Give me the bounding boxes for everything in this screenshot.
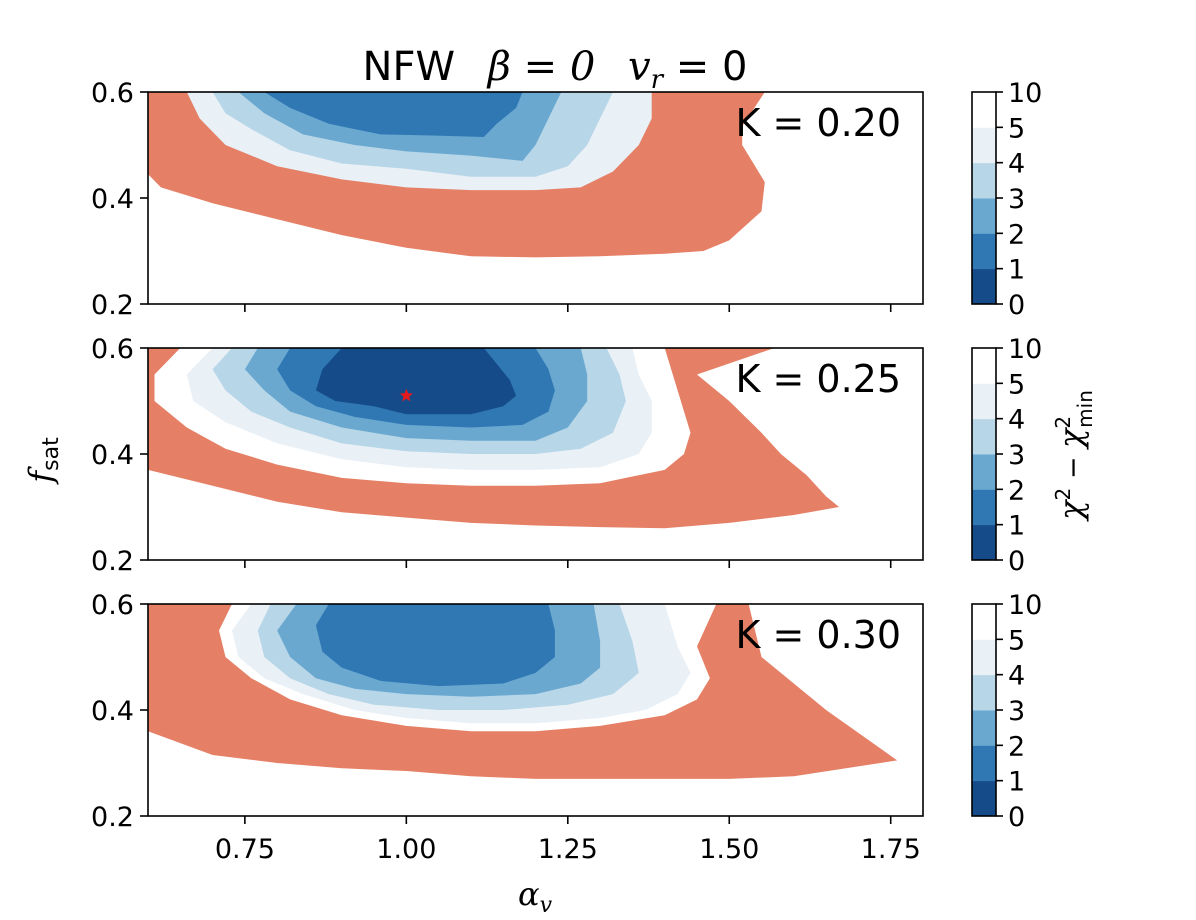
x-tick-label: 0.75 bbox=[215, 834, 275, 865]
title-beta: β = 0 bbox=[486, 44, 596, 90]
colorbar-band-1 bbox=[972, 233, 996, 270]
contour-level-1 bbox=[264, 92, 523, 137]
x-tick-label: 1.25 bbox=[538, 834, 598, 865]
colorbar-tick-label: 0 bbox=[1008, 546, 1025, 577]
y-tick-label: 0.4 bbox=[91, 440, 134, 471]
y-tick-label: 0.6 bbox=[91, 590, 134, 621]
panel-1: 0.2 0.4 0.6 K = 0.20 0 1 2 3 4 5 10 bbox=[91, 78, 1042, 321]
title-vr-subscript: r bbox=[651, 65, 665, 95]
xlabel-subscript: v bbox=[540, 893, 553, 918]
xlabel-symbol: α bbox=[518, 875, 540, 913]
cbar-label-sub: min bbox=[1073, 390, 1097, 428]
contour-group bbox=[148, 348, 839, 529]
colorbar-band-2 bbox=[972, 710, 996, 746]
y-tick-label: 0.6 bbox=[91, 78, 134, 109]
y-tick-label: 0.4 bbox=[91, 184, 134, 215]
y-tick-label: 0.4 bbox=[91, 696, 134, 727]
x-tick-label: 1.50 bbox=[699, 834, 759, 865]
colorbar-band-4 bbox=[972, 127, 996, 164]
x-tick-label: 1.00 bbox=[376, 834, 436, 865]
colorbar-band-2 bbox=[972, 454, 996, 490]
colorbar-tick-label: 2 bbox=[1008, 731, 1025, 762]
svg-text:χ2 − χ2min: χ2 − χ2min bbox=[1051, 390, 1097, 522]
colorbar-tick-label: 1 bbox=[1008, 511, 1025, 542]
x-tick-label: 1.75 bbox=[861, 834, 921, 865]
colorbar-band-3 bbox=[972, 674, 996, 711]
colorbar-tick-label: 2 bbox=[1008, 219, 1025, 250]
contour-group bbox=[148, 92, 765, 258]
colorbar-tick-label: 10 bbox=[1008, 78, 1042, 109]
best-fit-marker bbox=[399, 388, 413, 402]
colorbar-tick-label: 4 bbox=[1008, 661, 1025, 692]
colorbar-tick-label: 3 bbox=[1008, 696, 1025, 727]
colorbar-band-3 bbox=[972, 418, 996, 455]
colorbar-band-3 bbox=[972, 162, 996, 199]
panel-3: 0.2 0.4 0.6 0.75 1.00 1.25 1.50 1.75 K = 0.30 0 1 2… bbox=[91, 590, 1042, 865]
ylabel-subscript: sat bbox=[39, 437, 64, 471]
colorbar-label: χ2 − χ2min bbox=[1051, 390, 1097, 522]
y-tick-label: 0.2 bbox=[91, 546, 134, 577]
colorbar-band-1 bbox=[972, 489, 996, 526]
y-axis-label: fsat bbox=[22, 437, 64, 485]
x-axis-label: αv bbox=[518, 875, 553, 918]
colorbar-tick-label: 4 bbox=[1008, 405, 1025, 436]
chart-title: NFW β = 0 vr = 0 bbox=[363, 44, 748, 95]
colorbar-band-0 bbox=[972, 780, 996, 817]
cbar-label-chi: χ bbox=[1052, 499, 1090, 522]
colorbar-tick-label: 0 bbox=[1008, 802, 1025, 833]
y-tick-label: 0.6 bbox=[91, 334, 134, 365]
contour-level-1 bbox=[315, 604, 555, 687]
y-tick-label: 0.2 bbox=[91, 290, 134, 321]
title-vr-value: = 0 bbox=[663, 44, 747, 90]
colorbar-tick-label: 0 bbox=[1008, 290, 1025, 321]
cbar-label-sup: 2 bbox=[1051, 488, 1075, 501]
colorbar-tick-label: 1 bbox=[1008, 767, 1025, 798]
colorbar-band-5 bbox=[972, 604, 996, 640]
colorbar-band-2 bbox=[972, 198, 996, 234]
y-tick-label: 0.2 bbox=[91, 802, 134, 833]
colorbar-tick-label: 3 bbox=[1008, 184, 1025, 215]
colorbar-tick-label: 2 bbox=[1008, 475, 1025, 506]
colorbar: 0 1 2 3 4 5 10 bbox=[971, 590, 1042, 833]
contour-level-0 bbox=[315, 348, 517, 415]
colorbar-tick-label: 3 bbox=[1008, 440, 1025, 471]
colorbar-band-5 bbox=[972, 92, 996, 128]
k-label: K = 0.30 bbox=[735, 613, 901, 657]
colorbar-tick-label: 5 bbox=[1008, 369, 1025, 400]
title-model: NFW bbox=[363, 44, 455, 90]
colorbar-tick-label: 10 bbox=[1008, 590, 1042, 621]
colorbar-tick-label: 1 bbox=[1008, 255, 1025, 286]
cbar-label-sup2: 2 bbox=[1051, 416, 1075, 429]
colorbar-band-4 bbox=[972, 639, 996, 676]
colorbar-tick-label: 4 bbox=[1008, 149, 1025, 180]
cbar-label-minus: − bbox=[1058, 448, 1089, 488]
colorbar-band-0 bbox=[972, 524, 996, 561]
cbar-label-chi2: χ bbox=[1052, 427, 1090, 450]
panel-2: 0.2 0.4 0.6 K = 0.25 0 1 2 3 4 5 10 bbox=[91, 334, 1042, 577]
colorbar-band-5 bbox=[972, 348, 996, 384]
title-vr-symbol: v bbox=[628, 44, 651, 90]
colorbar-band-0 bbox=[972, 268, 996, 305]
colorbar-tick-label: 5 bbox=[1008, 113, 1025, 144]
colorbar: 0 1 2 3 4 5 10 bbox=[971, 78, 1042, 321]
svg-text:fsat: fsat bbox=[22, 437, 64, 485]
colorbar-band-1 bbox=[972, 745, 996, 782]
k-label: K = 0.25 bbox=[735, 357, 901, 401]
colorbar: 0 1 2 3 4 5 10 bbox=[971, 334, 1042, 577]
contour-group bbox=[148, 604, 898, 779]
colorbar-tick-label: 10 bbox=[1008, 334, 1042, 365]
k-label: K = 0.20 bbox=[735, 101, 901, 145]
colorbar-band-4 bbox=[972, 383, 996, 420]
colorbar-tick-label: 5 bbox=[1008, 625, 1025, 656]
